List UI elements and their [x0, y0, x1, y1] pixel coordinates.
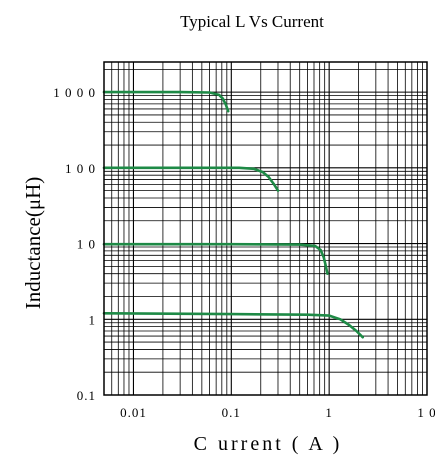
series-line: [102, 90, 230, 113]
x-tick-label: 1 0: [417, 405, 435, 420]
x-tick-label: 0.1: [222, 405, 241, 420]
y-tick-label: 1 0: [77, 237, 96, 252]
y-tick-label: 1 0 0 0: [53, 85, 96, 100]
series-line: [102, 311, 365, 339]
grid: [104, 62, 427, 395]
x-axis-label: C urrent ( A ): [194, 433, 343, 455]
series-line: [102, 166, 280, 192]
plot-frame: [103, 61, 428, 396]
tick-labels: 0.01 0.1 1 1 0 0.1 1 1 0 1 0 0 1 0 0 0: [53, 85, 435, 420]
y-tick-label: 0.1: [77, 388, 96, 403]
series-layer: [102, 90, 365, 339]
y-tick-label: 1 0 0: [65, 161, 96, 176]
y-tick-label: 1: [89, 312, 97, 327]
chart-title: Typical L Vs Current: [180, 12, 324, 31]
x-tick-label: 1: [325, 405, 333, 420]
series-line: [102, 242, 329, 276]
x-tick-label: 0.01: [120, 405, 147, 420]
y-axis-label: Inductance(μH): [21, 177, 45, 310]
